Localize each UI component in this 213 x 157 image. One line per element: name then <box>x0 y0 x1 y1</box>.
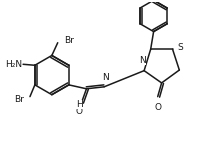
Text: N: N <box>102 73 108 82</box>
Text: Br: Br <box>14 95 24 104</box>
Text: O: O <box>75 107 82 116</box>
Text: S: S <box>177 43 183 52</box>
Text: N: N <box>139 56 145 65</box>
Text: H: H <box>76 100 83 109</box>
Text: O: O <box>154 103 161 111</box>
Text: Br: Br <box>65 36 75 45</box>
Text: H₂N: H₂N <box>5 60 22 69</box>
